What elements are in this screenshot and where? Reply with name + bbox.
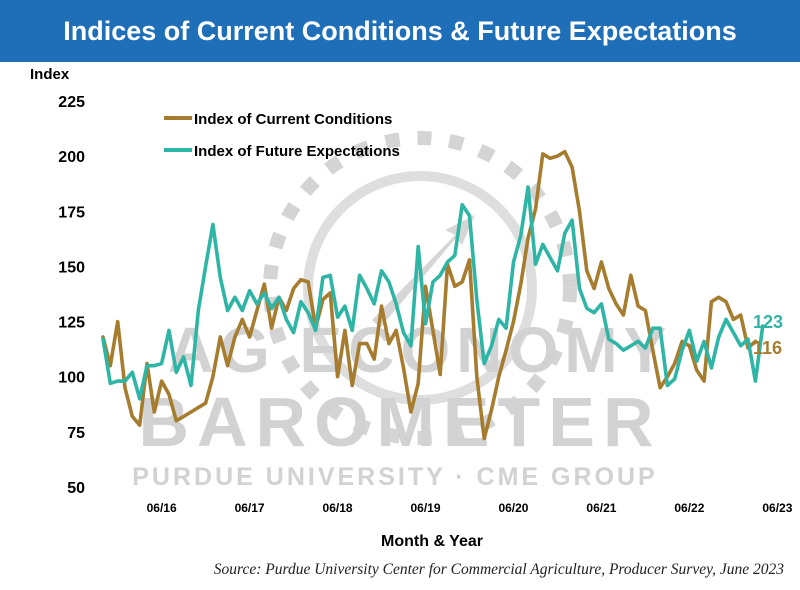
legend-label-current: Index of Current Conditions: [194, 111, 392, 128]
legend: Index of Current Conditions Index of Futu…: [164, 111, 400, 160]
y-tick-label: 125: [58, 315, 85, 332]
end-label-future: 123: [753, 312, 783, 332]
y-tick-label: 50: [67, 480, 85, 497]
watermark-line3: PURDUE UNIVERSITY · CME GROUP: [132, 463, 657, 491]
legend-label-future: Index of Future Expectations: [194, 143, 400, 160]
y-axis-ticks: 50 75 100 125 150 175 200 225: [58, 94, 85, 497]
x-tick-label: 06/21: [586, 501, 616, 515]
y-tick-label: 100: [58, 370, 85, 387]
x-tick-label: 06/18: [323, 501, 353, 515]
x-tick-label: 06/20: [498, 501, 528, 515]
series-line-future: [101, 185, 765, 401]
watermark: AG ECONOMY BAROMETER PURDUE UNIVERSITY ·…: [132, 131, 666, 491]
x-tick-label: 06/22: [674, 501, 704, 515]
x-tick-label: 06/19: [411, 501, 441, 515]
x-axis-label: Month & Year: [381, 533, 483, 550]
title-banner: [0, 0, 800, 62]
y-tick-label: 225: [58, 94, 85, 111]
y-tick-label: 150: [58, 259, 85, 276]
series-lines: [101, 149, 765, 441]
x-tick-label: 06/23: [762, 501, 792, 515]
watermark-line2: BAROMETER: [138, 383, 661, 461]
source-note: Source: Purdue University Center for Com…: [213, 561, 784, 578]
x-tick-label: 06/16: [147, 501, 177, 515]
y-tick-label: 175: [58, 204, 85, 221]
y-tick-label: 200: [58, 149, 85, 166]
watermark-dial-arc: [263, 131, 577, 445]
line-chart: AG ECONOMY BAROMETER PURDUE UNIVERSITY ·…: [30, 66, 793, 550]
watermark-arrow-icon: [372, 215, 475, 328]
y-tick-label: 75: [67, 425, 85, 442]
x-tick-label: 06/17: [235, 501, 265, 515]
end-label-current: 116: [753, 338, 782, 358]
page-title: Indices of Current Conditions & Future E…: [63, 16, 737, 46]
x-axis-ticks: 06/16 06/17 06/18 06/19 06/20 06/21 06/22 06/23: [147, 501, 793, 515]
y-axis-label: Index: [30, 66, 70, 83]
